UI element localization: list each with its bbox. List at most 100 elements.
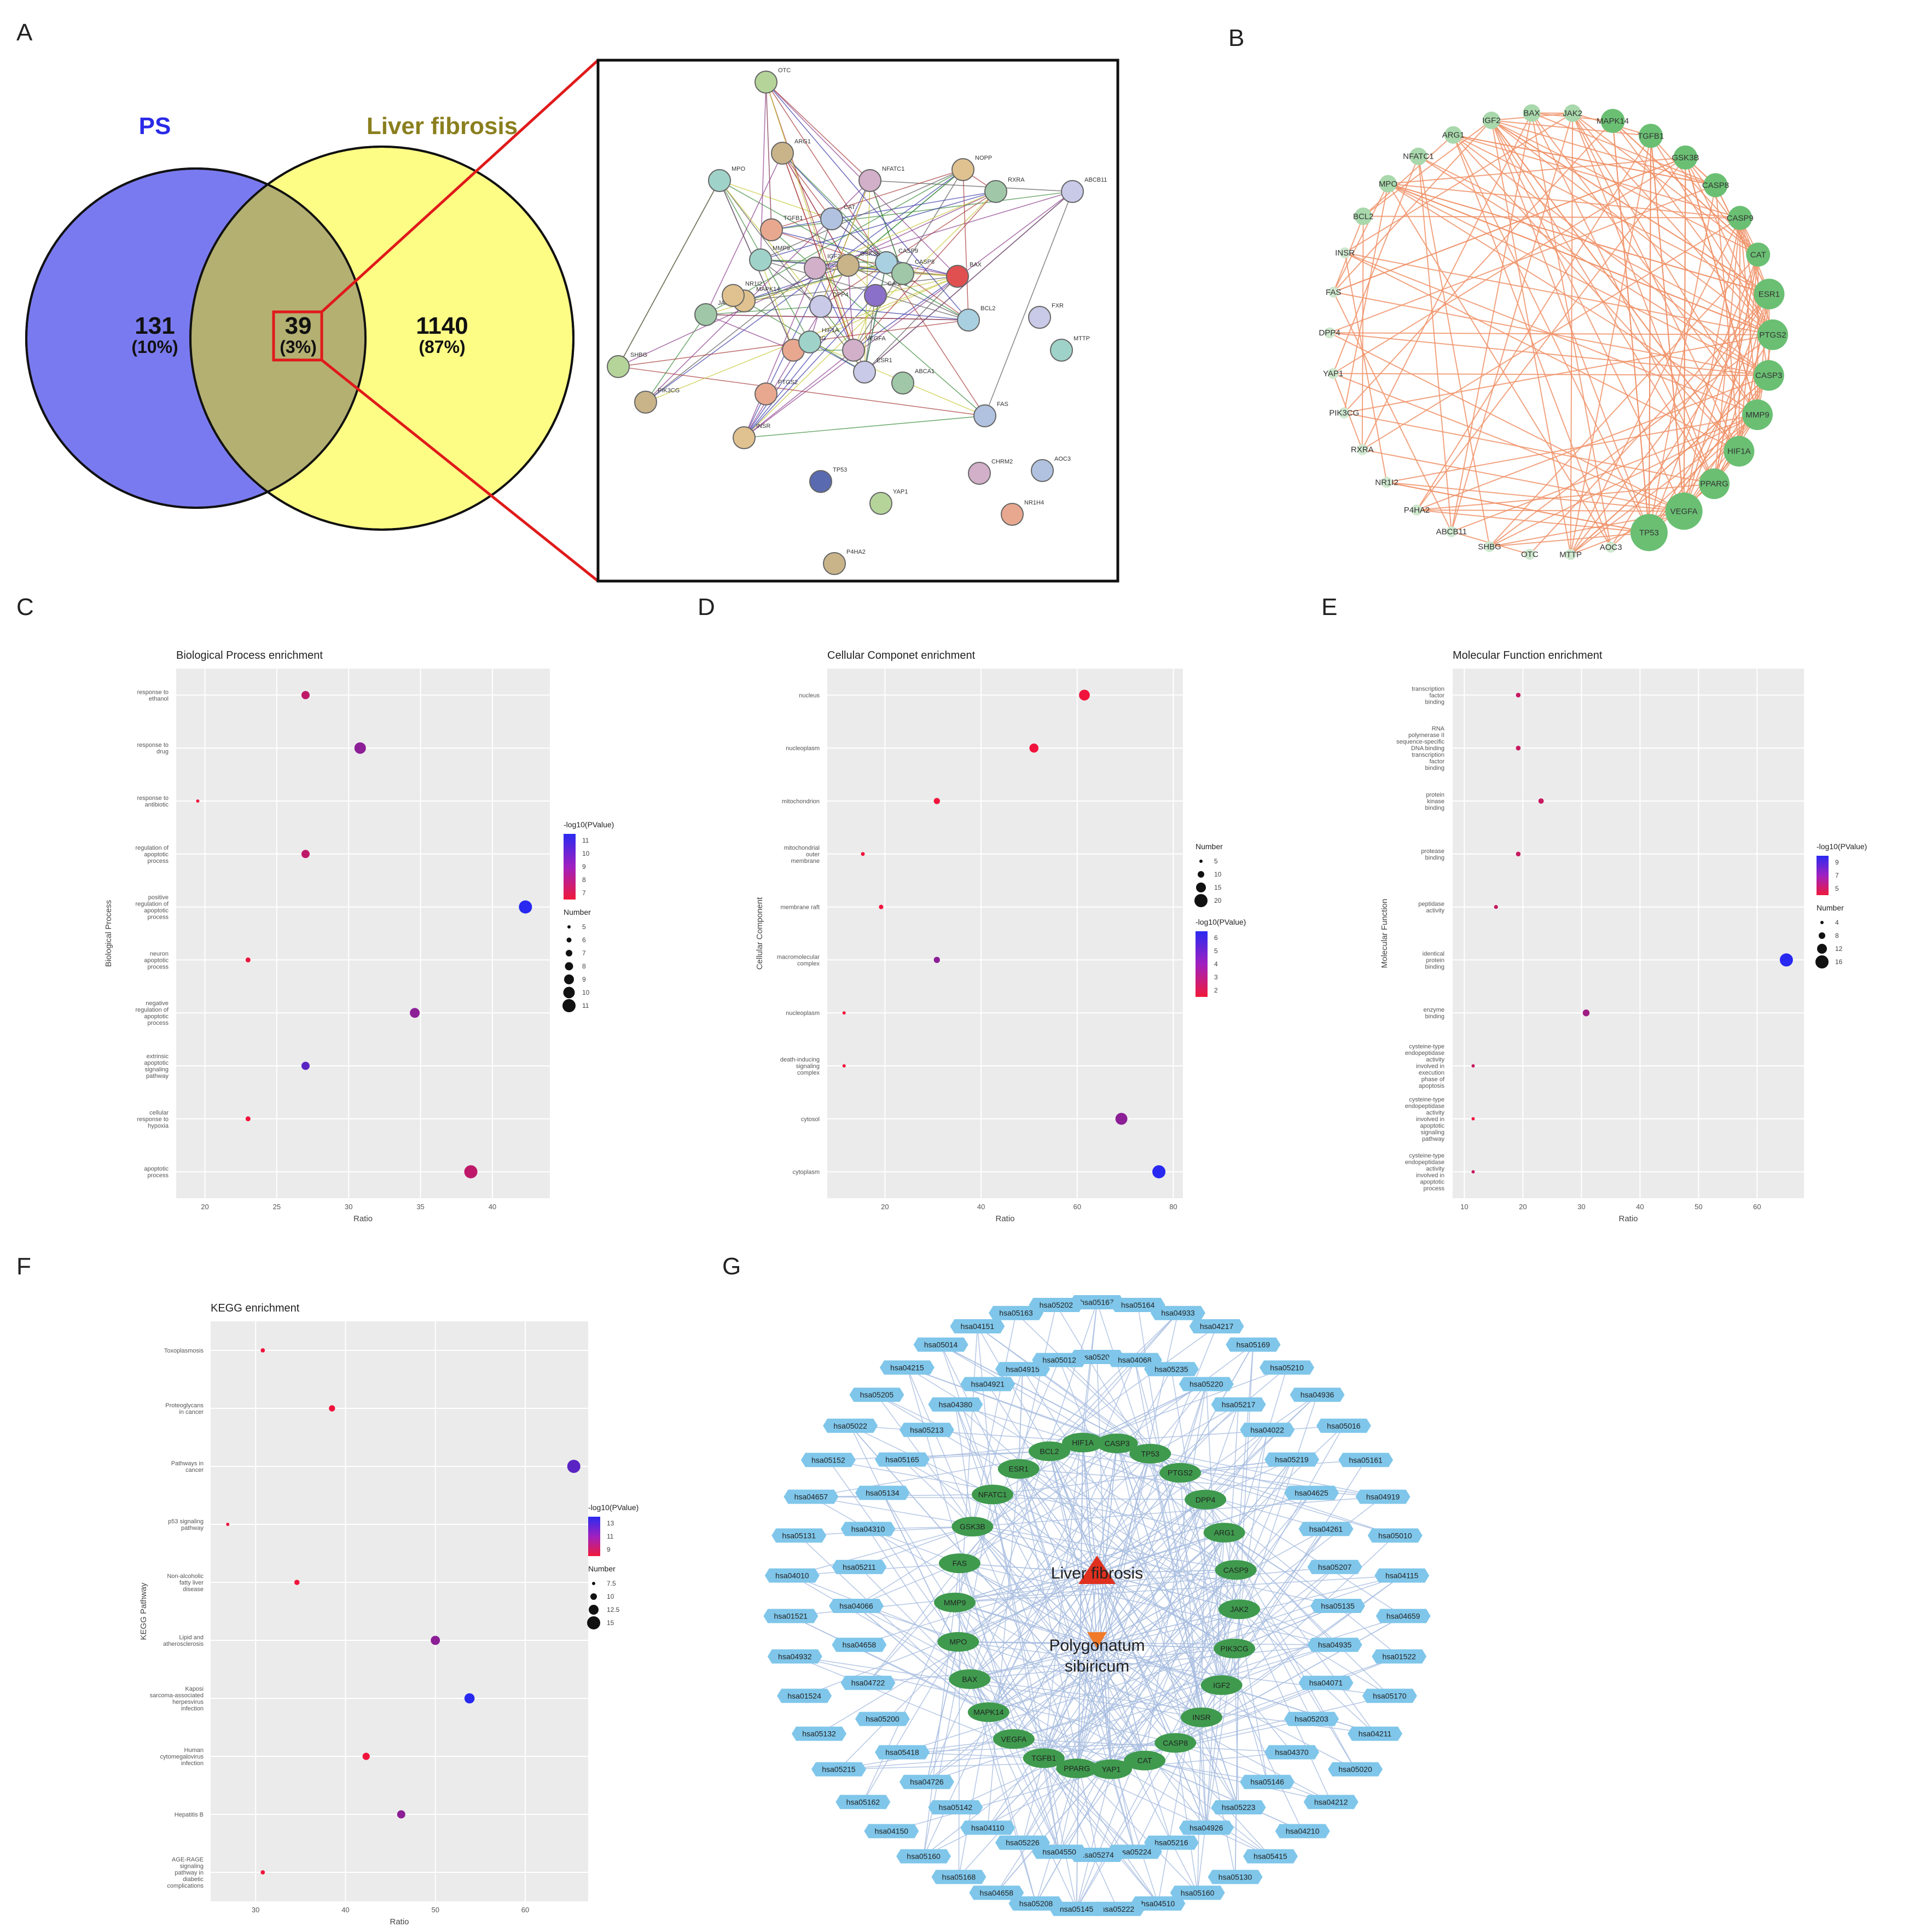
pathway-label: hsa04657 xyxy=(794,1493,828,1501)
ppi-edge xyxy=(1453,134,1740,452)
gene-label: BCL2 xyxy=(1040,1447,1059,1455)
pathway-label: hsa05274 xyxy=(1080,1850,1114,1859)
string-node-label: NOPP xyxy=(975,155,992,161)
pathway-label: hsa04110 xyxy=(971,1823,1005,1832)
y-tick-line: activity xyxy=(1426,1166,1444,1173)
network-edge xyxy=(923,1609,1240,1857)
ppi-node-label: MPO xyxy=(1379,179,1397,189)
pathway-node xyxy=(835,1795,891,1809)
network-edge xyxy=(1096,1499,1206,1574)
y-tick-line: activity xyxy=(1426,1110,1444,1116)
disease-node-triangle xyxy=(1078,1556,1116,1584)
herb-label-line2: sibiricum xyxy=(1065,1657,1129,1675)
y-tick-line: regulation of xyxy=(135,1007,169,1013)
size-legend-dot xyxy=(589,1605,599,1615)
size-legend-value: 10 xyxy=(1214,871,1222,878)
y-tick-line: extrinsic xyxy=(147,1053,169,1060)
string-edge xyxy=(765,82,985,416)
pathway-label: hsa05211 xyxy=(843,1563,876,1571)
color-legend-title: -log10(PValue) xyxy=(588,1503,639,1512)
color-legend-value: 6 xyxy=(1214,934,1218,942)
color-legend-bar xyxy=(1196,931,1208,997)
y-tick-line: Lipid and xyxy=(179,1634,204,1641)
ppi-node-label: INSR xyxy=(1335,248,1355,258)
y-tick-line: Kaposi xyxy=(185,1686,204,1692)
y-tick-line: positive xyxy=(148,895,169,901)
pathway-label: hsa04151 xyxy=(961,1322,995,1331)
y-tick-line: Pathways in xyxy=(171,1460,204,1467)
network-edge xyxy=(1111,1492,1312,1769)
y-tick-line: signaling xyxy=(145,1066,169,1073)
y-tick-line: binding xyxy=(1425,1013,1444,1020)
gene-label: VEGFA xyxy=(1001,1734,1027,1743)
gene-node-mapk14 xyxy=(967,1702,1009,1722)
panel-letter-d: D xyxy=(698,594,715,620)
network-edge xyxy=(1013,1425,1344,1739)
pathway-node xyxy=(1303,1795,1359,1809)
network-edge xyxy=(1116,1443,1303,1831)
pathway-node xyxy=(1150,1306,1205,1320)
pathway-node xyxy=(1367,1528,1423,1543)
ppi-edge xyxy=(1650,136,1685,512)
pathway-label: hsa05415 xyxy=(1254,1852,1287,1861)
pathway-node xyxy=(1347,1726,1402,1741)
gene-node-esr1 xyxy=(997,1459,1040,1479)
gene-label: TGFB1 xyxy=(1031,1754,1056,1762)
ppi-edge xyxy=(1333,183,1389,293)
gene-label: CAT xyxy=(1138,1756,1152,1765)
data-point xyxy=(226,1523,230,1526)
network-edge xyxy=(838,1760,1145,1770)
data-point xyxy=(245,1116,251,1122)
pathway-label: hsa05216 xyxy=(1154,1838,1188,1847)
chart-title: KEGG enrichment xyxy=(211,1302,300,1314)
y-tick-line: antibiotic xyxy=(145,802,169,808)
x-tick-label: 40 xyxy=(489,1203,496,1211)
network-edge xyxy=(1043,1429,1268,1759)
string-edge xyxy=(719,180,821,307)
plot-panel-bg xyxy=(1453,669,1804,1198)
ppi-edge xyxy=(1453,134,1716,186)
pathway-label: hsa05235 xyxy=(1154,1365,1188,1373)
network-edge xyxy=(1018,1469,1098,1574)
string-node-label: CHRM2 xyxy=(991,459,1013,465)
y-tick-label: membrane raft xyxy=(780,904,820,911)
gene-label: BAX xyxy=(962,1675,978,1684)
data-point xyxy=(842,1064,846,1067)
string-node-casp8 xyxy=(891,262,914,285)
y-tick-label: cytosol xyxy=(801,1116,820,1123)
ppi-edge xyxy=(1344,412,1715,485)
zoom-line-bottom xyxy=(321,359,599,582)
data-point xyxy=(1516,693,1521,698)
ppi-edge xyxy=(1388,183,1769,295)
size-legend-dot xyxy=(565,962,573,971)
data-point xyxy=(1471,1170,1475,1174)
y-tick-line: protease xyxy=(1421,848,1444,855)
size-legend-value: 9 xyxy=(582,976,586,983)
y-tick-line: membrane raft xyxy=(780,904,820,911)
string-edge xyxy=(765,82,871,181)
y-tick-line: binding xyxy=(1425,699,1444,705)
y-tick-line: process xyxy=(1423,1186,1444,1192)
ppi-edge xyxy=(1388,183,1740,219)
network-edge xyxy=(794,1656,1202,1718)
string-edge xyxy=(864,295,876,373)
pathway-node xyxy=(1260,1360,1315,1375)
string-node-ptgs2 xyxy=(755,382,777,405)
string-node-casp9 xyxy=(875,251,898,274)
ppi-node-insr xyxy=(1339,247,1350,259)
gene-label: PPARG xyxy=(1064,1764,1090,1773)
network-edge xyxy=(1076,1768,1271,1857)
network-edge xyxy=(862,1602,955,1802)
gene-node-casp3 xyxy=(1096,1434,1138,1454)
y-tick-line: hypoxia xyxy=(148,1123,169,1129)
data-point xyxy=(260,1870,265,1875)
y-tick-line: AGE-RAGE xyxy=(172,1856,204,1863)
string-edge xyxy=(760,169,964,260)
herb-node-triangle xyxy=(1087,1632,1107,1649)
x-tick-label: 20 xyxy=(1519,1203,1527,1211)
string-edge xyxy=(902,273,969,321)
ppi-edge xyxy=(1491,120,1716,186)
ppi-edge xyxy=(1388,183,1758,415)
network-edge xyxy=(988,1360,1135,1713)
network-edge xyxy=(954,1492,1312,1603)
